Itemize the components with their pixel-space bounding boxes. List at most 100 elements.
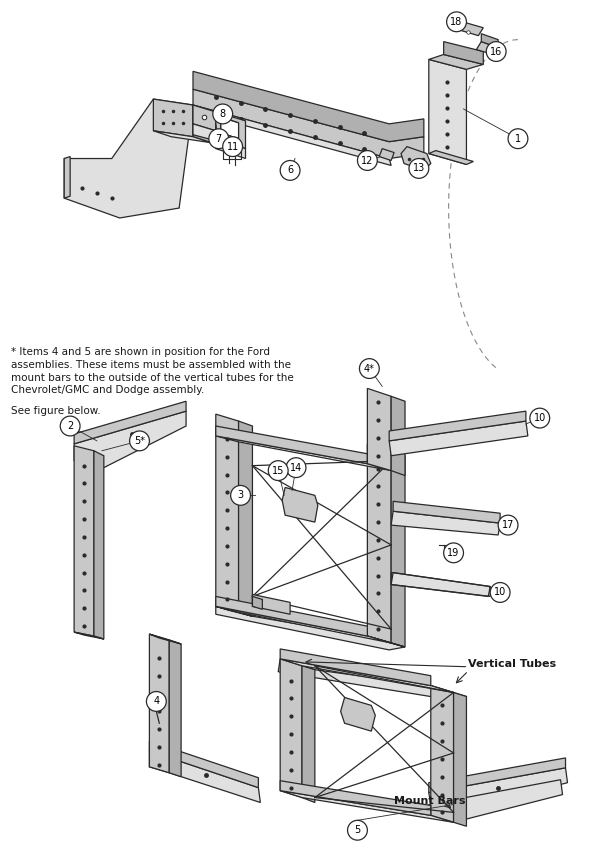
Polygon shape [216, 414, 239, 612]
Polygon shape [429, 151, 473, 164]
Polygon shape [154, 131, 211, 143]
Polygon shape [393, 502, 500, 523]
Text: 7: 7 [215, 134, 222, 144]
Polygon shape [169, 640, 181, 776]
Polygon shape [431, 686, 454, 823]
Text: 14: 14 [290, 462, 302, 473]
Polygon shape [216, 426, 367, 464]
Polygon shape [429, 59, 466, 164]
Polygon shape [280, 649, 431, 686]
Polygon shape [280, 791, 454, 823]
Circle shape [446, 12, 466, 32]
Circle shape [443, 543, 463, 562]
Polygon shape [216, 436, 391, 471]
Circle shape [230, 485, 250, 505]
Polygon shape [454, 693, 466, 826]
Circle shape [146, 692, 166, 711]
Circle shape [60, 416, 80, 436]
Polygon shape [154, 99, 193, 137]
Circle shape [486, 42, 506, 62]
Polygon shape [302, 666, 315, 803]
Polygon shape [193, 105, 216, 131]
Text: 19: 19 [448, 548, 460, 558]
Text: 10: 10 [494, 587, 506, 597]
Circle shape [213, 104, 233, 124]
Circle shape [358, 151, 377, 170]
Text: 2: 2 [67, 421, 73, 431]
Polygon shape [391, 451, 405, 647]
Circle shape [530, 408, 550, 428]
Text: Mount Bars: Mount Bars [394, 795, 466, 805]
Polygon shape [149, 634, 181, 644]
Polygon shape [216, 597, 367, 636]
Polygon shape [193, 105, 391, 165]
Text: 13: 13 [413, 163, 425, 174]
Polygon shape [429, 780, 563, 823]
Text: 1: 1 [515, 134, 521, 144]
Polygon shape [278, 659, 466, 699]
Polygon shape [367, 636, 405, 647]
Circle shape [508, 128, 528, 149]
Text: 5: 5 [355, 825, 361, 835]
Polygon shape [389, 411, 526, 441]
Polygon shape [282, 487, 318, 522]
Polygon shape [429, 55, 483, 69]
Polygon shape [389, 421, 528, 455]
Polygon shape [94, 451, 104, 639]
Polygon shape [341, 698, 375, 731]
Text: assemblies. These items must be assembled with the: assemblies. These items must be assemble… [11, 360, 291, 370]
Polygon shape [253, 597, 262, 609]
Polygon shape [149, 741, 259, 788]
Polygon shape [367, 444, 391, 643]
Polygon shape [74, 446, 94, 636]
Polygon shape [193, 105, 211, 143]
Polygon shape [476, 42, 498, 55]
Polygon shape [280, 659, 454, 693]
Polygon shape [216, 139, 245, 158]
Text: Chevrolet/GMC and Dodge assembly.: Chevrolet/GMC and Dodge assembly. [11, 385, 204, 395]
Text: 6: 6 [287, 165, 293, 175]
Polygon shape [280, 781, 431, 816]
Polygon shape [149, 634, 169, 773]
Polygon shape [443, 42, 483, 64]
Circle shape [223, 137, 242, 157]
Circle shape [409, 158, 429, 178]
Circle shape [209, 128, 229, 149]
Circle shape [498, 515, 518, 535]
Text: 15: 15 [272, 466, 284, 476]
Polygon shape [481, 33, 498, 48]
Text: 10: 10 [533, 413, 546, 423]
Text: mount bars to the outside of the vertical tubes for the: mount bars to the outside of the vertica… [11, 372, 293, 383]
Text: 18: 18 [451, 17, 463, 27]
Text: 4: 4 [153, 697, 160, 706]
Text: * Items 4 and 5 are shown in position for the Ford: * Items 4 and 5 are shown in position fo… [11, 347, 270, 357]
Polygon shape [193, 89, 424, 158]
Polygon shape [221, 117, 239, 139]
Polygon shape [216, 606, 253, 616]
Text: 4*: 4* [364, 364, 375, 373]
Text: Vertical Tubes: Vertical Tubes [469, 659, 557, 669]
Text: 16: 16 [490, 46, 502, 56]
Text: 12: 12 [361, 156, 374, 165]
Circle shape [490, 583, 510, 603]
Polygon shape [429, 768, 568, 812]
Polygon shape [280, 659, 302, 798]
Polygon shape [379, 149, 394, 161]
Polygon shape [367, 389, 391, 471]
Text: 3: 3 [238, 490, 244, 501]
Polygon shape [193, 124, 216, 140]
Polygon shape [74, 401, 186, 444]
Text: 5*: 5* [134, 436, 145, 446]
Polygon shape [216, 606, 405, 650]
Polygon shape [74, 411, 186, 467]
Text: 11: 11 [227, 141, 239, 152]
Circle shape [268, 461, 288, 480]
Polygon shape [74, 632, 104, 639]
Polygon shape [391, 573, 490, 597]
Polygon shape [253, 594, 290, 615]
Polygon shape [216, 112, 245, 149]
Polygon shape [216, 606, 391, 643]
Polygon shape [193, 71, 424, 142]
Polygon shape [391, 396, 405, 476]
Circle shape [280, 161, 300, 181]
